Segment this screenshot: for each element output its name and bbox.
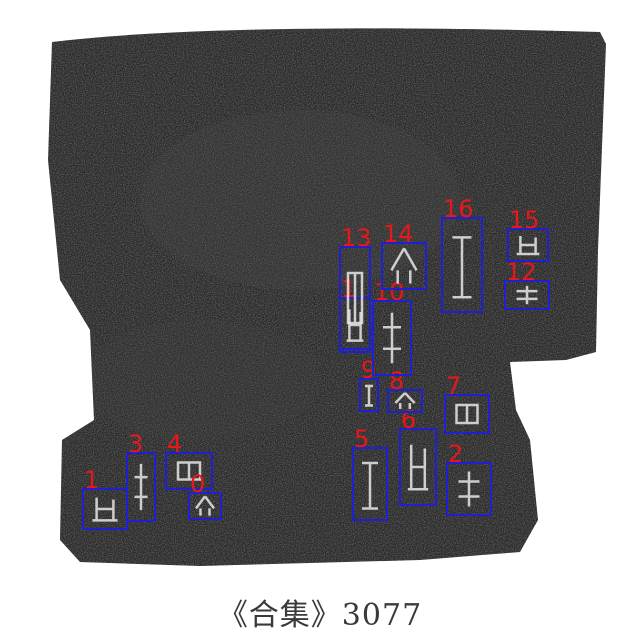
inscribed-glyph [84, 490, 126, 528]
figure-caption: 《合集》3077 [217, 598, 423, 633]
character-index-label: 4 [167, 430, 183, 458]
inscribed-glyph [167, 454, 211, 488]
inscribed-glyph [341, 299, 369, 351]
inscribed-glyph [341, 248, 369, 348]
character-box: 4 [165, 432, 213, 490]
character-index-label: 0 [190, 470, 206, 498]
character-box: 6 [399, 408, 437, 506]
inscribed-glyph [354, 449, 386, 519]
character-box: 8 [387, 369, 423, 413]
inscribed-glyph [383, 244, 425, 288]
character-index-label: 13 [341, 224, 372, 252]
character-index-label: 1 [84, 466, 100, 494]
inscribed-glyph [506, 282, 548, 308]
character-box: 5 [352, 427, 388, 521]
inscribed-glyph [389, 391, 421, 411]
inscribed-glyph [509, 230, 547, 260]
character-box: 3 [126, 432, 156, 522]
character-box: 2 [446, 442, 492, 516]
inscribed-glyph [128, 454, 154, 520]
character-index-label: 15 [509, 206, 540, 234]
character-index-label: 2 [448, 440, 464, 468]
character-index-label: 3 [128, 430, 144, 458]
character-index-label: 6 [401, 406, 417, 434]
inscribed-glyph [448, 464, 490, 514]
character-box: 12 [504, 260, 550, 310]
character-index-label: 5 [354, 425, 370, 453]
character-index-label: 7 [446, 372, 462, 400]
character-box: 0 [188, 472, 222, 520]
inscribed-glyph [374, 302, 410, 374]
character-index-label: 16 [443, 195, 474, 223]
character-index-label: 12 [506, 258, 537, 286]
oracle-bone-rubbing [48, 28, 606, 566]
inscribed-glyph [190, 494, 220, 518]
character-box: 10 [372, 280, 412, 376]
inscribed-glyph [443, 219, 481, 311]
character-box: 13 [339, 226, 372, 350]
character-box: 1 [82, 468, 128, 530]
character-box: 14 [381, 222, 427, 290]
character-index-label: 10 [374, 278, 405, 306]
character-box: 7 [444, 374, 490, 434]
inscribed-glyph [401, 430, 435, 504]
character-box: 15 [507, 208, 549, 262]
character-index-label: 14 [383, 220, 414, 248]
inscribed-glyph [446, 396, 488, 432]
character-box: 16 [441, 197, 483, 313]
character-box: 9 [359, 358, 379, 412]
inscribed-glyph [361, 380, 377, 410]
